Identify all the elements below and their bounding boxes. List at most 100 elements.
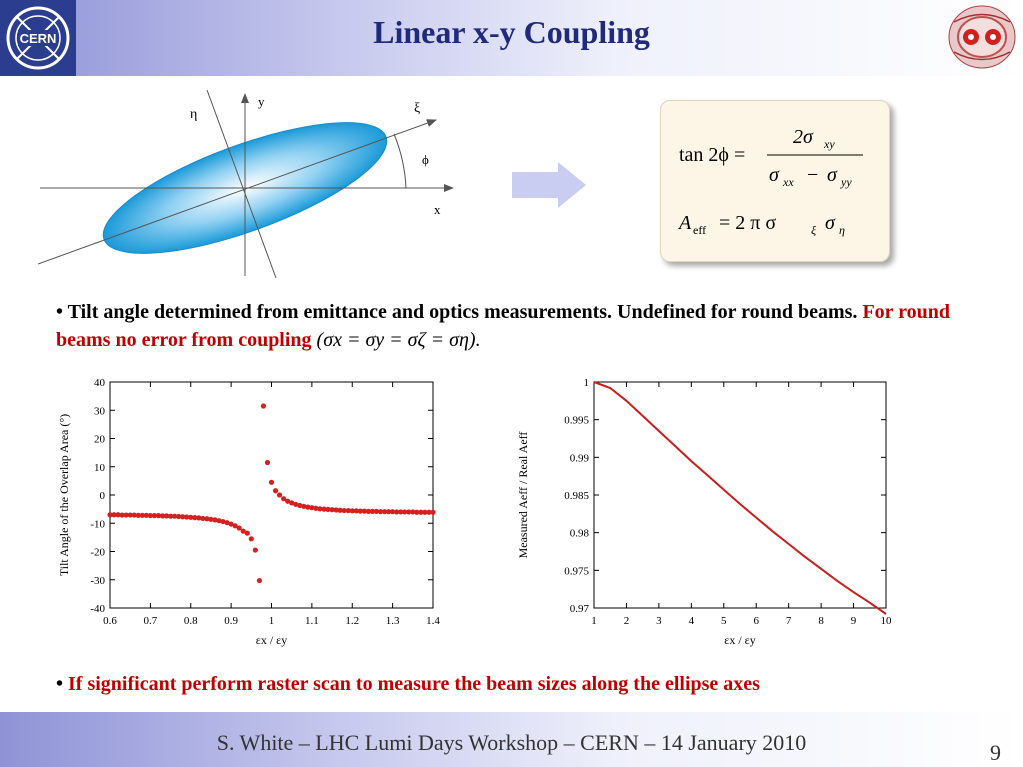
xi-axis-label: ξ bbox=[414, 101, 420, 116]
x-tick-label: 1 bbox=[591, 615, 597, 627]
data-point bbox=[139, 512, 145, 518]
tan-formula-lhs: tan 2ϕ = bbox=[679, 144, 745, 166]
tan-formula-den-a-sub: xx bbox=[782, 175, 794, 189]
y-axis-label: Measured Aeff / Real Aeff bbox=[516, 432, 530, 559]
data-point bbox=[337, 507, 343, 513]
y-tick-label: 30 bbox=[94, 405, 106, 417]
data-point bbox=[325, 506, 331, 513]
tan-formula-numerator-sub: xy bbox=[823, 137, 835, 151]
data-point bbox=[430, 509, 436, 515]
data-point bbox=[321, 506, 327, 512]
bullet-raster-scan-text: If significant perform raster scan to me… bbox=[68, 673, 760, 695]
data-point bbox=[385, 509, 392, 515]
data-point bbox=[276, 492, 283, 498]
data-point bbox=[232, 523, 238, 529]
data-point bbox=[406, 509, 412, 515]
data-point bbox=[361, 508, 367, 514]
bullet-round-beams-math: (σx = σy = σζ = ση). bbox=[316, 329, 481, 351]
y-axis-label: y bbox=[258, 94, 265, 109]
data-point bbox=[353, 508, 359, 514]
y-tick-label: -10 bbox=[90, 518, 105, 530]
data-point bbox=[422, 509, 428, 515]
x-axis-label: x bbox=[434, 202, 441, 217]
data-point bbox=[341, 507, 347, 514]
data-point bbox=[159, 513, 166, 519]
data-point bbox=[135, 512, 141, 518]
data-point bbox=[264, 459, 271, 466]
tan-formula-den-a: σ bbox=[769, 164, 780, 186]
x-tick-label: 8 bbox=[818, 615, 824, 627]
x-tick-label: 9 bbox=[851, 615, 857, 627]
data-point bbox=[252, 547, 258, 553]
bullet-round-beams-red: For round beams no error from coupling bbox=[56, 301, 951, 351]
data-point bbox=[123, 512, 129, 518]
data-point bbox=[410, 509, 416, 515]
bullet-raster-scan: • If significant perform raster scan to … bbox=[56, 673, 1006, 696]
x-axis-label: εx / εy bbox=[724, 633, 755, 647]
data-point bbox=[402, 509, 408, 515]
y-tick-label: -40 bbox=[90, 603, 105, 615]
x-tick-label: 7 bbox=[786, 615, 792, 627]
formula-box: tan 2ϕ = 2σ xy σ xx − σ yy A eff = 2 π σ… bbox=[660, 100, 890, 262]
data-point bbox=[426, 509, 432, 515]
data-point bbox=[167, 513, 174, 519]
data-point bbox=[244, 530, 250, 536]
data-point bbox=[204, 516, 210, 522]
bullet-tilt-angle-text: Tilt angle determined from emittance and… bbox=[67, 301, 863, 323]
data-point bbox=[349, 508, 355, 514]
y-tick-label: -20 bbox=[90, 547, 105, 559]
data-point bbox=[107, 512, 113, 518]
data-point bbox=[151, 513, 158, 519]
data-point bbox=[200, 515, 206, 522]
cern-logo-text: CERN bbox=[20, 31, 57, 46]
data-point bbox=[309, 505, 315, 511]
lhc-logo bbox=[948, 5, 1016, 69]
data-point bbox=[297, 502, 303, 509]
x-tick-label: 6 bbox=[753, 615, 759, 627]
aeff-symbol: A bbox=[677, 212, 692, 234]
x-tick-label: 2 bbox=[624, 615, 630, 627]
y-tick-label: 1 bbox=[584, 377, 590, 389]
y-tick-label: 40 bbox=[94, 377, 106, 389]
formula-graphic: tan 2ϕ = 2σ xy σ xx − σ yy A eff = 2 π σ… bbox=[677, 126, 863, 237]
y-tick-label: 0.99 bbox=[570, 452, 590, 464]
data-point bbox=[414, 509, 420, 515]
data-point bbox=[224, 520, 230, 526]
phi-angle-label: ϕ bbox=[422, 152, 429, 167]
xi-axis-line bbox=[38, 119, 437, 265]
x-tick-label: 1.4 bbox=[426, 615, 440, 627]
aeff-rhs: = 2 π σ bbox=[719, 212, 776, 234]
bullet-tilt-angle: • Tilt angle determined from emittance a… bbox=[56, 298, 956, 354]
y-tick-label: 0.97 bbox=[570, 603, 590, 615]
data-point bbox=[155, 513, 162, 519]
data-point bbox=[377, 509, 384, 515]
data-point bbox=[208, 516, 214, 522]
data-point bbox=[184, 514, 190, 520]
page-number: 9 bbox=[990, 740, 1001, 765]
data-point bbox=[248, 536, 254, 542]
x-tick-label: 1 bbox=[269, 615, 275, 627]
data-point bbox=[172, 513, 178, 519]
y-tick-label: 10 bbox=[94, 462, 106, 474]
y-tick-label: -30 bbox=[90, 575, 105, 587]
data-point bbox=[163, 513, 170, 519]
data-point bbox=[285, 498, 291, 504]
data-point bbox=[192, 515, 198, 521]
y-tick-label: 0.98 bbox=[570, 528, 590, 540]
data-point bbox=[240, 528, 246, 534]
x-tick-label: 3 bbox=[656, 615, 662, 627]
data-point bbox=[398, 509, 404, 515]
data-point bbox=[317, 506, 323, 512]
footer-text: S. White – LHC Lumi Days Workshop – CERN… bbox=[216, 730, 807, 755]
data-point bbox=[131, 512, 137, 518]
cern-logo-graphic: CERN bbox=[6, 6, 70, 70]
data-point bbox=[289, 500, 295, 506]
x-tick-label: 1.2 bbox=[345, 615, 359, 627]
data-point bbox=[333, 507, 339, 513]
y-axis-label: Tilt Angle of the Overlap Area (°) bbox=[57, 414, 71, 576]
data-point bbox=[394, 509, 400, 515]
x-tick-label: 1.3 bbox=[386, 615, 400, 627]
slide-title: Linear x-y Coupling bbox=[373, 14, 650, 50]
tan-formula-den-b: σ bbox=[827, 164, 838, 186]
data-point bbox=[381, 509, 388, 515]
